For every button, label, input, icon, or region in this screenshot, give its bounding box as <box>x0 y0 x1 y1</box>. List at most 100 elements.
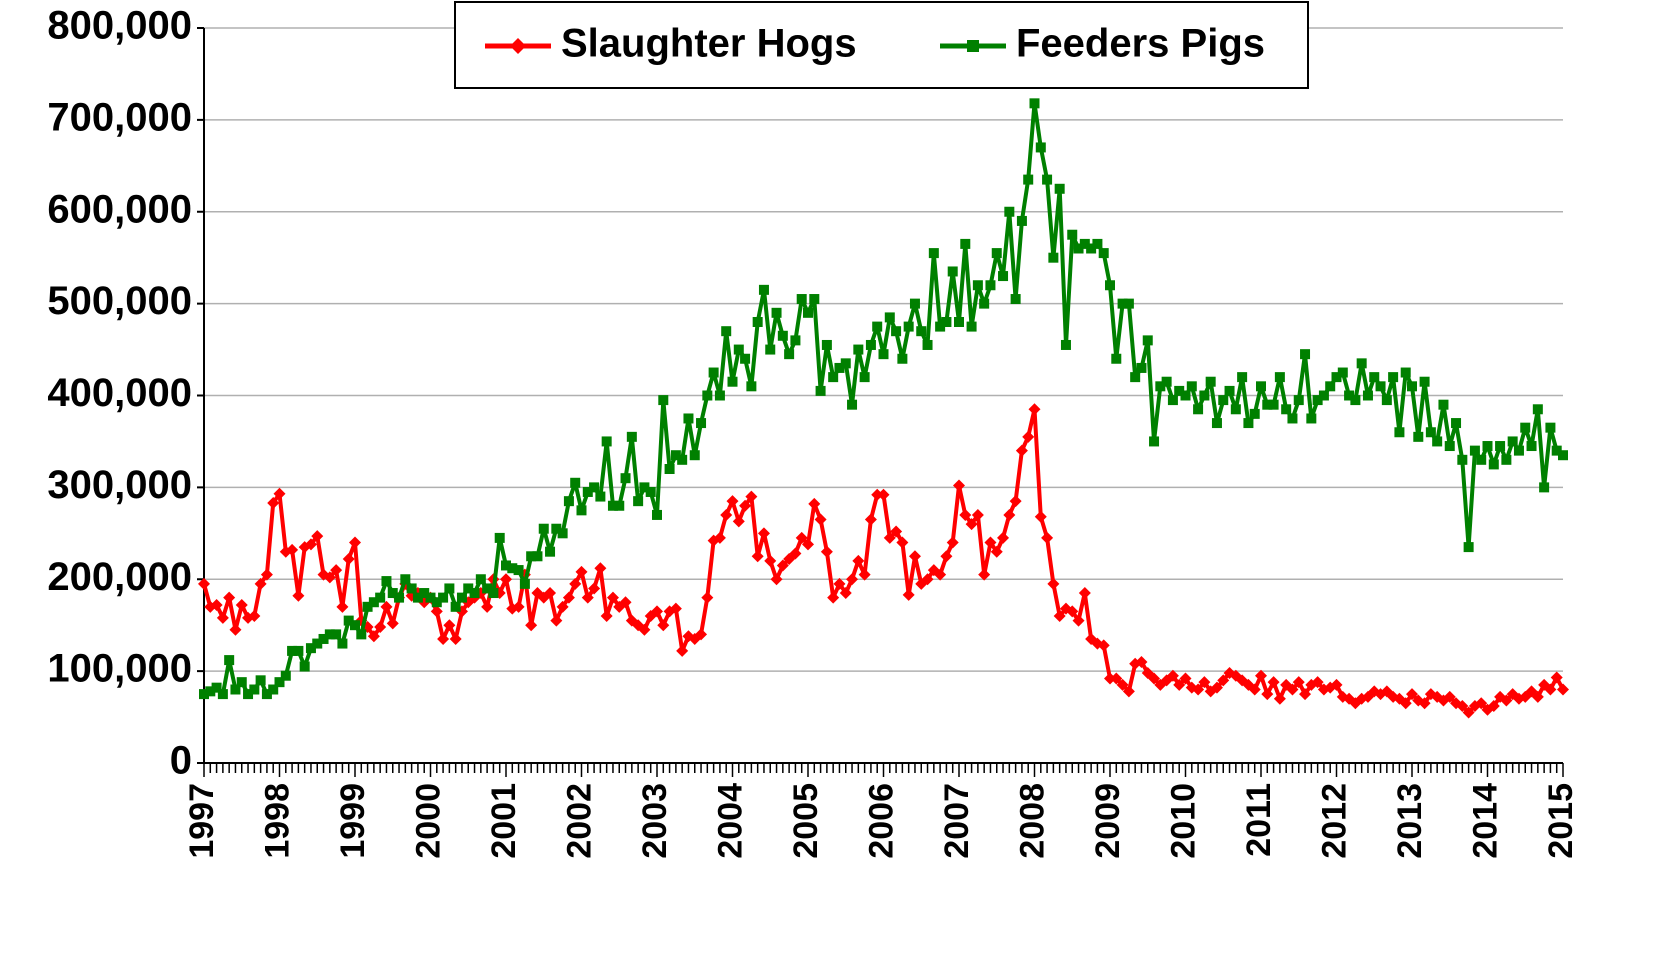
marker <box>1148 672 1161 685</box>
marker <box>1388 372 1399 383</box>
marker <box>1463 542 1474 553</box>
marker <box>765 344 776 355</box>
marker <box>400 574 411 585</box>
marker <box>1331 372 1342 383</box>
marker <box>1010 294 1021 305</box>
marker <box>884 312 895 323</box>
marker <box>235 598 248 611</box>
marker <box>362 601 373 612</box>
marker <box>287 645 298 656</box>
marker <box>349 536 361 549</box>
marker <box>210 598 223 611</box>
marker <box>959 508 972 521</box>
marker <box>827 591 840 604</box>
marker <box>1255 669 1267 682</box>
marker <box>343 615 354 626</box>
marker <box>545 546 556 557</box>
marker <box>645 486 656 497</box>
marker <box>1545 422 1556 433</box>
marker <box>198 577 210 590</box>
marker <box>1495 441 1506 452</box>
x-tick-label: 2014 <box>1466 783 1504 859</box>
marker <box>337 638 348 649</box>
legend-box <box>454 1 1309 89</box>
marker <box>1123 298 1134 309</box>
marker <box>1274 372 1285 383</box>
marker <box>796 294 807 305</box>
marker <box>702 390 713 401</box>
marker <box>1218 395 1229 406</box>
y-tick-label: 300,000 <box>47 463 192 507</box>
marker <box>260 568 273 581</box>
marker <box>733 344 744 355</box>
marker <box>1243 418 1254 429</box>
marker <box>280 670 291 681</box>
marker <box>1531 690 1544 703</box>
marker <box>1287 413 1298 424</box>
marker <box>658 395 669 406</box>
marker <box>330 564 343 577</box>
marker <box>726 495 739 508</box>
legend-label: Feeders Pigs <box>1016 22 1265 66</box>
marker <box>1248 683 1261 696</box>
marker <box>217 689 228 700</box>
marker <box>380 600 393 613</box>
marker <box>1078 587 1091 600</box>
marker <box>336 600 349 613</box>
marker <box>562 591 575 604</box>
marker <box>934 568 947 581</box>
marker <box>569 577 582 590</box>
marker <box>664 464 675 474</box>
series-line <box>202 407 1565 715</box>
marker <box>1186 381 1197 392</box>
marker <box>513 565 524 576</box>
marker <box>1406 688 1418 701</box>
x-tick-label: 2005 <box>787 783 825 859</box>
marker <box>481 600 494 613</box>
marker <box>412 592 423 603</box>
marker <box>500 573 512 586</box>
marker <box>1318 390 1329 401</box>
legend-label: Slaughter Hogs <box>561 22 857 66</box>
marker <box>1079 238 1090 249</box>
marker <box>1262 399 1273 410</box>
marker <box>1004 206 1015 217</box>
marker <box>990 545 1003 558</box>
marker <box>305 643 316 654</box>
marker <box>871 488 884 501</box>
marker <box>784 349 795 360</box>
marker <box>1261 688 1274 701</box>
marker <box>1192 683 1205 696</box>
marker <box>394 592 405 603</box>
marker <box>890 525 903 538</box>
x-tick-label: 1997 <box>183 783 221 859</box>
marker <box>1488 459 1499 470</box>
marker <box>1009 495 1022 508</box>
marker <box>1443 690 1456 703</box>
marker <box>1299 688 1312 701</box>
marker <box>1048 252 1059 263</box>
marker <box>1016 215 1027 226</box>
marker <box>965 518 978 531</box>
marker <box>1217 674 1230 687</box>
marker <box>1532 404 1543 415</box>
marker <box>589 482 600 493</box>
marker <box>626 431 637 442</box>
marker <box>1098 248 1109 259</box>
marker <box>293 645 304 656</box>
marker <box>865 339 876 350</box>
marker <box>669 602 682 615</box>
marker <box>1526 441 1537 452</box>
marker <box>878 349 889 360</box>
marker <box>683 413 694 424</box>
marker <box>732 515 745 528</box>
marker <box>570 477 581 488</box>
marker <box>1047 577 1060 590</box>
marker <box>211 682 222 693</box>
marker <box>1034 510 1047 523</box>
marker <box>1293 395 1304 406</box>
marker <box>752 317 763 327</box>
marker <box>677 454 688 465</box>
marker <box>1256 381 1266 392</box>
marker <box>795 531 808 544</box>
